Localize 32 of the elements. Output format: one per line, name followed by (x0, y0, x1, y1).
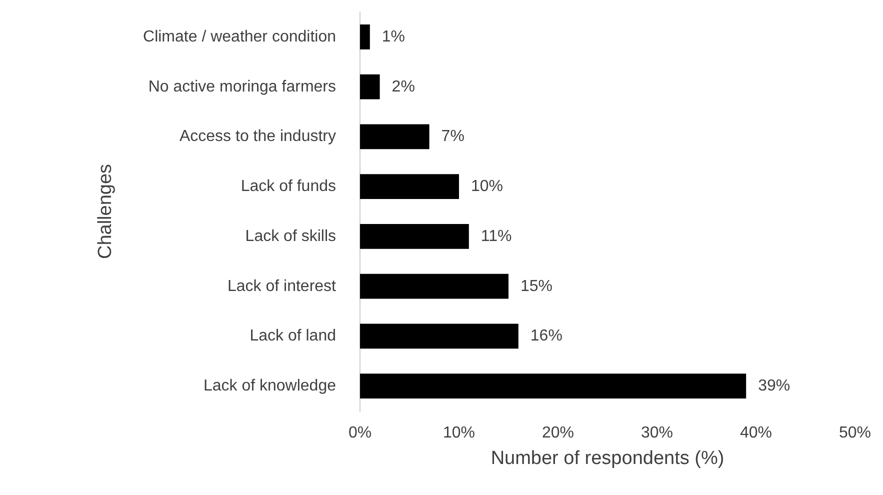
data-label: 7% (441, 128, 464, 146)
data-label: 10% (471, 178, 504, 196)
y-tick-label: Lack of land (250, 328, 336, 345)
y-tick-label: Access to the industry (179, 128, 336, 146)
x-tick-label: 50% (838, 424, 872, 442)
bar (360, 124, 430, 150)
data-label: 2% (392, 78, 415, 96)
data-label: 1% (382, 28, 406, 46)
y-axis-title: Challenges (95, 164, 116, 260)
data-label: 11% (480, 228, 512, 245)
y-tick-label: Lack of skills (245, 228, 336, 245)
y-tick-label: Climate / weather condition (143, 28, 336, 46)
bar (360, 24, 370, 50)
bar (360, 174, 459, 200)
data-label: 16% (530, 328, 562, 345)
bar (360, 224, 469, 249)
x-tick-label: 40% (740, 424, 772, 442)
bar (360, 324, 518, 349)
y-tick-label: Lack of knowledge (203, 378, 336, 395)
bar (360, 274, 508, 299)
y-tick-label: Lack of interest (228, 278, 337, 295)
y-tick-label: Lack of funds (240, 178, 336, 196)
data-label: 39% (758, 378, 790, 395)
x-axis-title: Number of respondents (%) (490, 448, 724, 469)
x-tick-label: 10% (442, 424, 476, 442)
bar (360, 374, 746, 399)
data-label: 15% (520, 278, 553, 295)
bar (360, 74, 380, 100)
x-tick-label: 30% (640, 424, 674, 442)
x-tick-label: 0% (348, 424, 372, 442)
y-tick-label: No active moringa farmers (148, 78, 336, 96)
x-tick-label: 20% (542, 424, 574, 442)
